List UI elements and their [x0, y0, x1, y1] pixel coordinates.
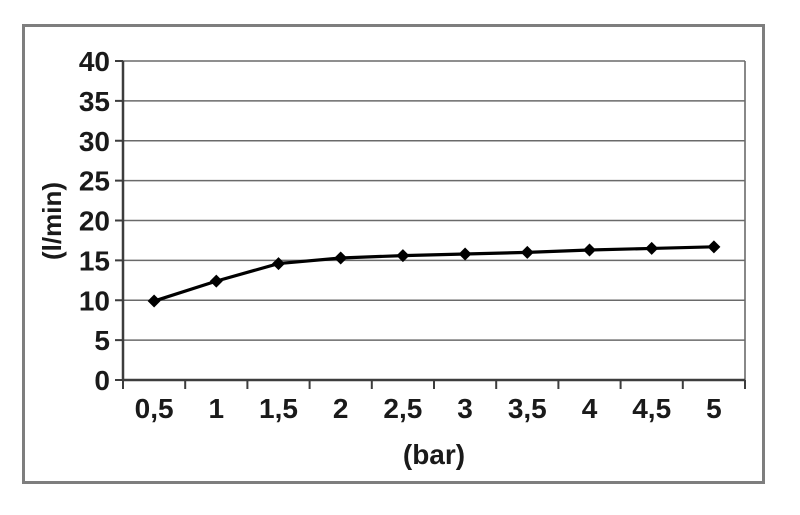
data-point-marker: [520, 245, 534, 259]
x-axis-title: (bar): [403, 439, 465, 470]
axis-ticks: [115, 60, 746, 389]
x-tick-label: 0,5: [135, 393, 174, 424]
x-tick-label: 1,5: [259, 393, 298, 424]
y-tick-label: 30: [79, 126, 110, 157]
gridlines: [123, 60, 746, 380]
y-tick-label: 25: [79, 166, 110, 197]
data-point-marker: [147, 294, 161, 308]
data-point-marker: [396, 249, 410, 263]
y-axis-title: (l/min): [37, 182, 67, 260]
x-tick-labels: 0,5 1 1,5 2 2,5 3 3,5 4 4,5 5: [135, 393, 722, 424]
data-point-marker: [645, 241, 659, 255]
data-point-marker: [272, 257, 285, 271]
x-tick-label: 3,5: [508, 393, 547, 424]
y-tick-label: 0: [94, 365, 110, 396]
data-point-marker: [707, 240, 721, 254]
y-tick-label: 5: [94, 325, 110, 356]
data-series: [147, 240, 721, 308]
data-point-marker: [583, 243, 596, 257]
x-tick-label: 2: [333, 393, 349, 424]
x-tick-label: 2,5: [383, 393, 422, 424]
y-tick-label: 40: [79, 46, 110, 77]
chart-frame: 0 5 10 15 20 25 30 35 40 0,5 1 1,5 2 2,5 3 3,5 4 4,5 5 (b…: [22, 24, 765, 484]
data-point-marker: [458, 247, 472, 261]
data-point-marker: [209, 274, 223, 288]
x-tick-label: 5: [706, 393, 722, 424]
data-point-marker: [334, 251, 348, 265]
x-tick-label: 3: [457, 393, 473, 424]
flow-vs-pressure-chart: 0 5 10 15 20 25 30 35 40 0,5 1 1,5 2 2,5 3 3,5 4 4,5 5 (b…: [37, 46, 746, 470]
y-tick-labels: 0 5 10 15 20 25 30 35 40: [79, 46, 110, 396]
y-tick-label: 10: [79, 285, 110, 316]
x-tick-label: 4,5: [632, 393, 671, 424]
x-tick-label: 4: [582, 393, 598, 424]
y-tick-label: 20: [79, 206, 110, 237]
y-tick-label: 15: [79, 245, 110, 276]
series-line: [153, 245, 714, 303]
y-tick-label: 35: [79, 86, 110, 117]
x-tick-label: 1: [209, 393, 225, 424]
